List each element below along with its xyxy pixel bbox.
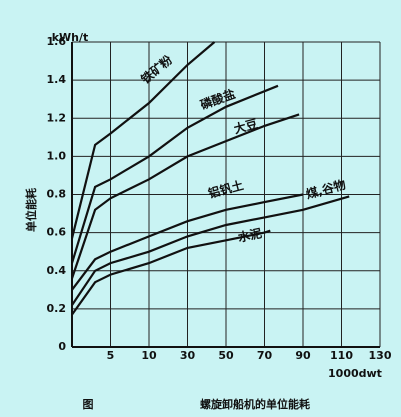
y-tick-label: 1.6 bbox=[47, 35, 67, 48]
x-tick-label: 50 bbox=[218, 349, 234, 362]
series-line bbox=[70, 41, 216, 239]
x-tick-label: 130 bbox=[369, 349, 392, 362]
caption-number: 图 bbox=[83, 398, 94, 411]
y-tick-label: 1.4 bbox=[47, 73, 67, 86]
series-line bbox=[70, 84, 279, 264]
x-tick-label: 30 bbox=[180, 349, 196, 362]
y-tick-label: 0.2 bbox=[47, 302, 67, 315]
caption: 螺旋卸船机的单位能耗 bbox=[200, 397, 310, 411]
series-label: 大豆 bbox=[232, 116, 259, 137]
x-tick-label: 110 bbox=[330, 349, 353, 362]
x-tick-label: 90 bbox=[295, 349, 311, 362]
y-axis-title: 单位能耗 bbox=[24, 188, 38, 232]
x-tick-label: 10 bbox=[141, 349, 157, 362]
y-tick-label: 0 bbox=[58, 340, 66, 353]
y-tick-label: 1.2 bbox=[47, 111, 67, 124]
x-tick-label: 5 bbox=[107, 349, 115, 362]
series-line bbox=[70, 113, 300, 279]
y-tick-label: 0.6 bbox=[47, 226, 67, 239]
series-line bbox=[71, 193, 304, 291]
series-label: 水泥 bbox=[236, 225, 263, 245]
y-tick-label: 0.4 bbox=[47, 264, 67, 277]
x-tick-label: 70 bbox=[257, 349, 273, 362]
y-tick-label: 0.8 bbox=[47, 188, 67, 201]
series-line bbox=[71, 229, 271, 316]
y-axis-unit: kWh/t bbox=[52, 31, 89, 44]
series-label: 磷酸盐 bbox=[198, 86, 237, 112]
y-tick-label: 1.0 bbox=[47, 149, 67, 162]
x-axis-unit: 1000dwt bbox=[328, 367, 382, 380]
series-line bbox=[71, 195, 350, 306]
